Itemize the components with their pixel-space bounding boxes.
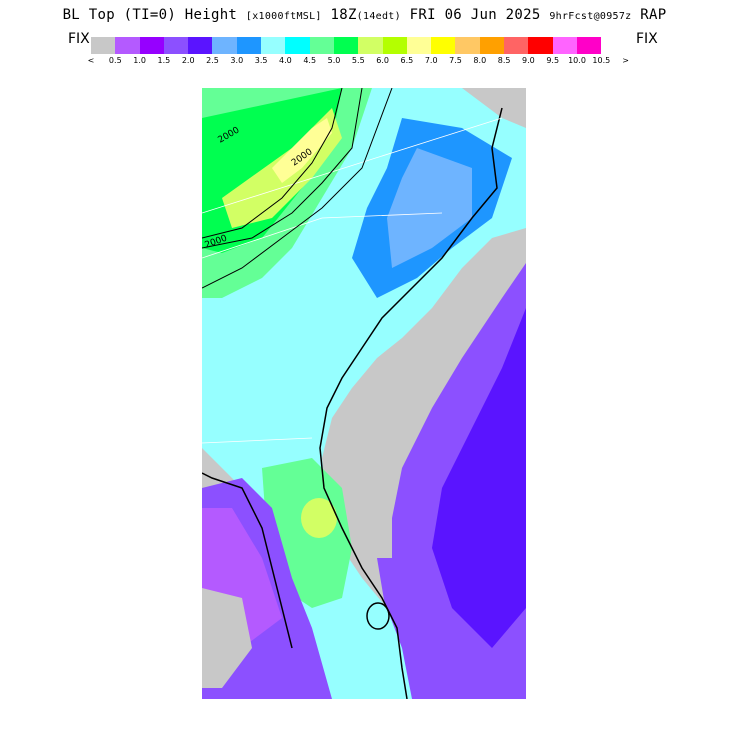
map-image: 2000 2000 2000 <box>202 88 526 699</box>
colorbar-tick-label: 6.0 <box>376 56 389 65</box>
color-swatch <box>285 37 310 54</box>
color-swatch <box>309 37 334 54</box>
colorbar-tick-label: 4.0 <box>279 56 292 65</box>
colorbar-tick-label: 3.0 <box>230 56 244 65</box>
color-swatch <box>358 37 383 54</box>
color-swatch <box>115 37 140 54</box>
state-border-1 <box>202 117 503 214</box>
contour-closed-loop <box>366 602 390 630</box>
gulf-stream-low-region <box>337 228 526 558</box>
contour-line-2 <box>202 88 363 249</box>
color-swatch <box>212 37 237 54</box>
title-forecast: 9hrFcst@0957z <box>549 11 632 22</box>
fix-left-label: FIX <box>68 31 90 47</box>
color-swatch <box>479 37 505 54</box>
color-swatch <box>333 37 359 54</box>
title-field: BL Top (TI=0) Height <box>62 7 238 23</box>
color-swatch <box>552 37 577 54</box>
color-swatch <box>431 37 456 54</box>
title-date: FRI 06 Jun 2025 <box>409 7 541 23</box>
color-swatch <box>261 37 286 54</box>
color-swatch <box>91 37 116 54</box>
title-units: [x1000ftMSL] <box>245 11 322 22</box>
color-swatch <box>528 37 553 54</box>
colorbar-tick-label: 7.5 <box>449 56 462 65</box>
colorbar-tick-label: 2.5 <box>206 56 219 65</box>
colorbar-tick-label: 6.5 <box>400 56 414 65</box>
gulf-gray-patch <box>202 588 252 688</box>
colorbar-tick-label: > <box>622 56 629 65</box>
color-scale-ticks: <0.5 1.0 1.5 2.0 2.5 3.0 3.5 4.0 4.5 5.0 5.5 6.0 6.5… <box>87 56 651 68</box>
colorbar-tick-label: 9.5 <box>546 56 560 65</box>
color-swatch <box>236 37 262 54</box>
atlantic-coastline <box>319 107 503 699</box>
contour-line-1 <box>202 88 343 239</box>
contour-line-3 <box>202 88 393 289</box>
offshore-blue-violet-region <box>432 308 526 648</box>
colorbar-tick-label: 1.5 <box>157 56 171 65</box>
color-swatch <box>406 37 432 54</box>
florida-yellow-core <box>301 498 337 538</box>
map-title: BL Top (TI=0) Height [x1000ftMSL] 18Z(14… <box>0 7 729 23</box>
state-border-3 <box>202 437 313 444</box>
color-swatch <box>163 37 189 54</box>
colorbar-tick-label: 5.0 <box>327 56 341 65</box>
title-local-time: (14edt) <box>356 11 401 22</box>
color-swatch <box>455 37 480 54</box>
title-valid-time: 18Z <box>330 7 357 23</box>
fix-right-label: FIX <box>636 31 658 47</box>
colorbar-tick-label: 9.0 <box>522 56 535 65</box>
colorbar-tick-label: 4.5 <box>303 56 317 65</box>
color-swatch <box>139 37 164 54</box>
colorbar-tick-label: < <box>87 56 95 65</box>
colorbar-tick-label: 10.0 <box>568 56 586 65</box>
title-model: RAP <box>640 7 667 23</box>
northwest-pale-yellow-region <box>272 118 332 183</box>
color-swatch <box>504 37 529 54</box>
colorbar-tick-label: 1.0 <box>133 56 146 65</box>
colorbar-tick-label: 5.5 <box>351 56 365 65</box>
color-swatch <box>382 37 407 54</box>
colorbar-tick-label: 8.5 <box>497 56 511 65</box>
coastal-light-blue-region <box>387 148 472 268</box>
colorbar-tick-label: 10.5 <box>592 56 611 65</box>
map-panel: 2000 2000 2000 <box>202 88 526 699</box>
colorbar-tick-label: 0.5 <box>108 56 122 65</box>
color-scale <box>91 37 602 54</box>
colorbar-tick-label: 8.0 <box>473 56 487 65</box>
colorbar-tick-label: 2.0 <box>181 56 195 65</box>
gulf-coastline <box>202 472 293 649</box>
state-border-2 <box>202 212 443 259</box>
color-swatch <box>188 37 213 54</box>
colorbar-tick-label: 3.5 <box>254 56 268 65</box>
colorbar-tick-label: 7.0 <box>424 56 438 65</box>
color-swatch <box>576 37 602 54</box>
